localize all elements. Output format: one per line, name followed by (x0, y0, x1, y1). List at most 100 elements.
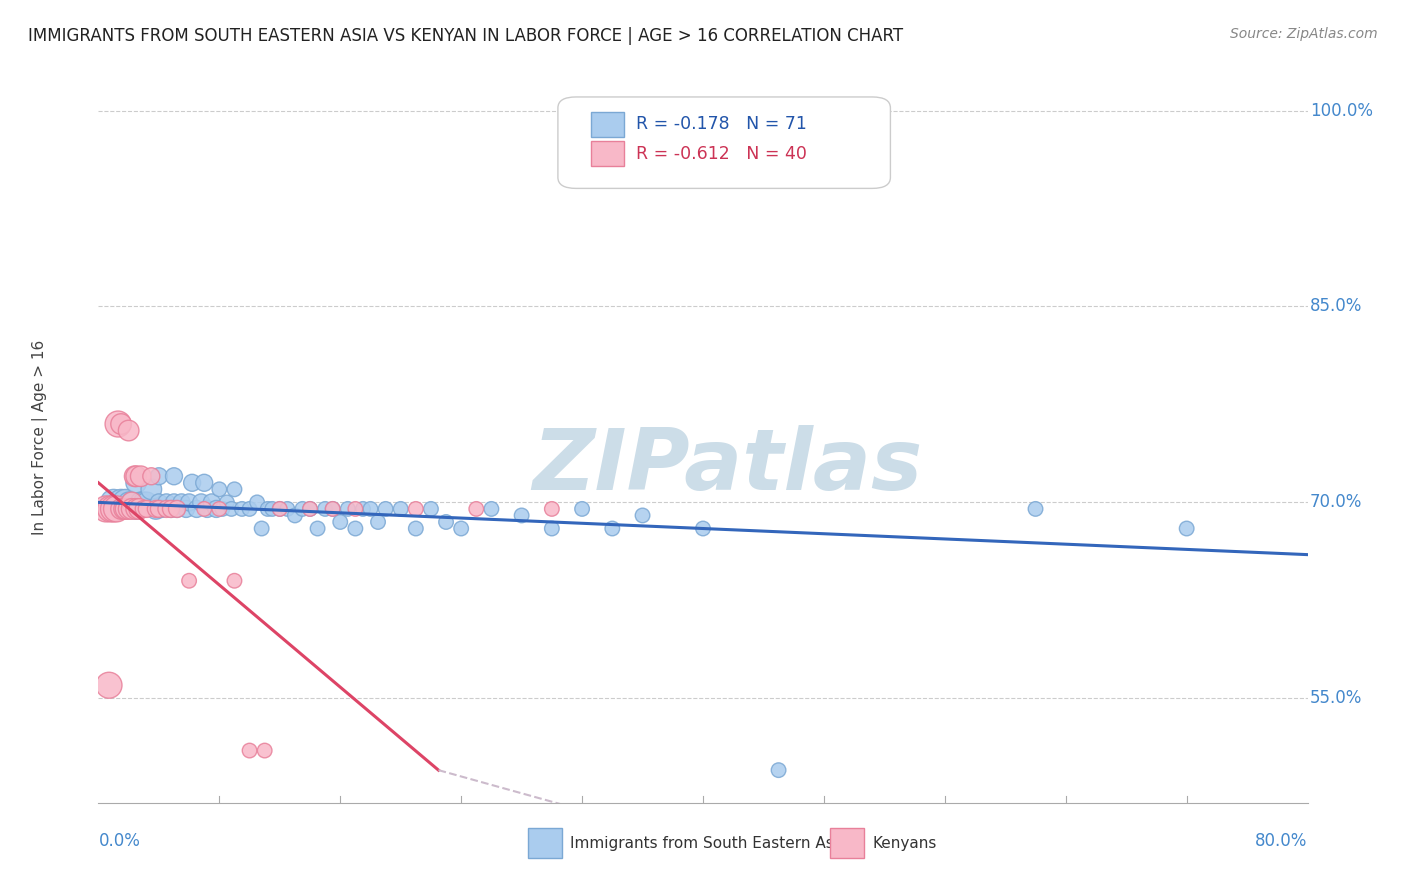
Point (434, 515, 457, 529)
Point (112, 502, 135, 516)
Text: IMMIGRANTS FROM SOUTH EASTERN ASIA VS KENYAN IN LABOR FORCE | AGE > 16 CORRELATI: IMMIGRANTS FROM SOUTH EASTERN ASIA VS KE… (28, 27, 903, 45)
Point (221, 502, 243, 516)
Point (155, 495, 177, 509)
Point (256, 502, 278, 516)
Point (94, 502, 117, 516)
Point (110, 502, 132, 516)
Point (114, 495, 136, 509)
Point (170, 495, 193, 509)
Bar (527, 829, 561, 858)
Point (481, 502, 503, 516)
Point (250, 521, 273, 535)
Point (1175, 521, 1198, 535)
Point (450, 521, 472, 535)
Point (107, 417, 129, 431)
Point (269, 502, 291, 516)
Point (224, 483, 246, 497)
Point (118, 495, 141, 509)
Point (367, 515, 389, 529)
Point (132, 502, 155, 516)
Text: 85.0%: 85.0% (1310, 297, 1362, 316)
Point (344, 521, 367, 535)
Point (360, 502, 382, 516)
Point (98, 678, 121, 692)
Point (465, 502, 488, 516)
Point (299, 502, 322, 516)
Point (246, 495, 269, 509)
Point (344, 502, 367, 516)
Text: 55.0%: 55.0% (1310, 690, 1362, 707)
Text: Source: ZipAtlas.com: Source: ZipAtlas.com (1230, 27, 1378, 41)
Point (352, 502, 374, 516)
Point (148, 502, 170, 516)
Point (125, 475, 148, 490)
Point (631, 508, 654, 523)
Point (269, 502, 291, 516)
Bar (591, 112, 624, 137)
Point (405, 502, 427, 516)
Point (145, 502, 167, 516)
Point (322, 502, 344, 516)
Point (571, 502, 593, 516)
Point (193, 475, 215, 490)
Point (103, 502, 125, 516)
Point (420, 502, 443, 516)
Point (124, 469, 146, 483)
Point (135, 502, 157, 516)
Point (125, 502, 148, 516)
Point (262, 502, 284, 516)
Point (211, 502, 233, 516)
Point (125, 469, 148, 483)
Point (150, 502, 173, 516)
Point (284, 508, 307, 523)
Point (239, 743, 262, 757)
Text: Kenyans: Kenyans (872, 836, 936, 851)
Point (110, 495, 132, 509)
Point (121, 495, 143, 509)
Point (224, 574, 246, 588)
Point (155, 502, 177, 516)
Text: In Labor Force | Age > 16: In Labor Force | Age > 16 (32, 340, 48, 534)
Point (510, 508, 533, 523)
Point (179, 574, 201, 588)
Point (125, 502, 148, 516)
Point (179, 495, 201, 509)
FancyBboxPatch shape (558, 97, 890, 188)
Text: 80.0%: 80.0% (1256, 832, 1308, 850)
Point (201, 495, 224, 509)
Point (129, 469, 152, 483)
Point (163, 495, 186, 509)
Point (374, 502, 396, 516)
Point (121, 495, 143, 509)
Point (103, 495, 125, 509)
Point (148, 495, 170, 509)
Text: 100.0%: 100.0% (1310, 102, 1374, 120)
Point (253, 743, 276, 757)
Point (190, 495, 212, 509)
Point (160, 502, 183, 516)
Point (768, 763, 790, 777)
Point (121, 502, 143, 516)
Point (128, 502, 150, 516)
Point (145, 502, 167, 516)
Point (141, 483, 163, 497)
Point (129, 495, 152, 509)
Point (405, 521, 427, 535)
Text: R = -0.612   N = 40: R = -0.612 N = 40 (637, 145, 807, 162)
Point (299, 502, 322, 516)
Point (118, 424, 141, 438)
Point (307, 521, 329, 535)
Point (141, 469, 163, 483)
Point (100, 502, 122, 516)
Text: R = -0.178   N = 71: R = -0.178 N = 71 (637, 115, 807, 134)
Point (105, 502, 128, 516)
Point (132, 495, 155, 509)
Point (329, 515, 352, 529)
Point (215, 495, 238, 509)
Point (231, 502, 253, 516)
Point (336, 502, 359, 516)
Point (389, 502, 412, 516)
Point (110, 417, 132, 431)
Point (322, 502, 344, 516)
Text: 70.0%: 70.0% (1310, 493, 1362, 511)
